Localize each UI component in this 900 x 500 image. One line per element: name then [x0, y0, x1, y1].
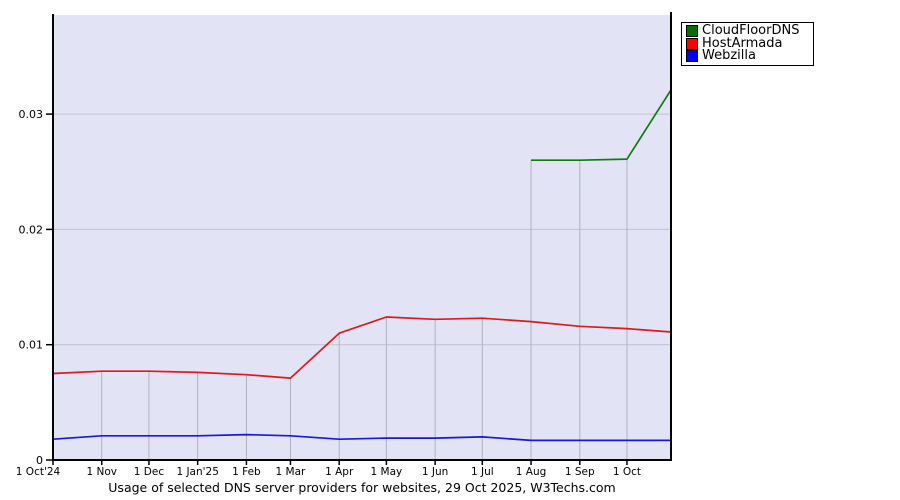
y-tick-label: 0.03: [19, 108, 44, 121]
legend-item-label: Webzilla: [702, 48, 756, 63]
y-tick-label: 0.02: [19, 223, 44, 236]
series-line-Webzilla: [52, 433, 671, 442]
legend-item-HostArmada: HostArmada: [686, 35, 810, 51]
legend-item-CloudFloorDNS: CloudFloorDNS: [686, 23, 810, 38]
x-tick-label: 1 Jun: [422, 466, 448, 478]
legend-item-label: CloudFloorDNS: [702, 23, 800, 38]
legend-color-swatch: [686, 50, 698, 63]
axes: [46, 12, 672, 465]
legend-color-swatch: [686, 25, 698, 38]
x-tick-label: 1 Oct'24: [16, 466, 61, 478]
y-tick-label: 0.01: [19, 339, 44, 352]
x-tick-label: 1 May: [371, 466, 403, 478]
legend-item-label: HostArmada: [702, 35, 783, 51]
series-line-HostArmada: [52, 316, 672, 379]
plot-area: [53, 15, 671, 460]
x-tick-label: 1 Oct: [613, 466, 641, 478]
x-tick-label: 1 Jul: [471, 466, 494, 478]
legend-item-Webzilla: Webzilla: [686, 48, 810, 63]
x-tick-label: 1 Sep: [565, 466, 595, 478]
x-tick-label: 1 Jan'25: [176, 466, 218, 478]
x-tick-label: 1 Apr: [325, 466, 354, 478]
chart-title: Usage of selected DNS server providers f…: [108, 480, 616, 495]
legend: CloudFloorDNS HostArmada Webzilla: [681, 22, 814, 66]
x-tick-label: 1 Feb: [232, 466, 261, 478]
x-tick-label: 1 Nov: [86, 466, 117, 478]
legend-color-swatch: [686, 37, 698, 50]
series-line-CloudFloorDNS: [531, 89, 672, 162]
x-tick-label: 1 Aug: [516, 466, 547, 478]
y-tick-label: 0: [36, 454, 43, 467]
horizontal-gridlines: [53, 113, 671, 346]
x-tick-label: 1 Dec: [134, 466, 165, 478]
x-tick-label: 1 Mar: [276, 466, 307, 478]
